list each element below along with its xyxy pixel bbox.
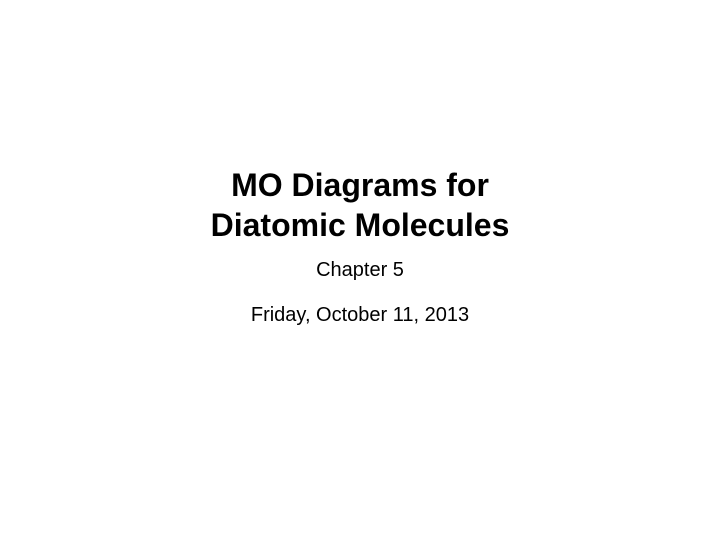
slide-title: MO Diagrams for Diatomic Molecules — [211, 165, 510, 245]
title-line-1: MO Diagrams for — [211, 165, 510, 205]
title-line-2: Diatomic Molecules — [211, 205, 510, 245]
slide-subtitle: Chapter 5 — [316, 259, 404, 282]
slide-date: Friday, October 11, 2013 — [251, 304, 469, 327]
